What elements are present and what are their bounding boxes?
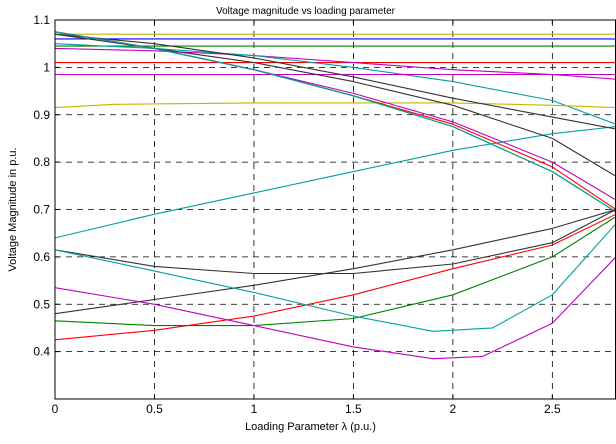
x-axis-label: Loading Parameter λ (p.u.) [245, 421, 376, 433]
chart-title: Voltage magnitude vs loading parameter [216, 6, 396, 17]
y-tick-label: 1.1 [33, 13, 50, 27]
x-tick-label: 1.5 [345, 402, 362, 416]
series-line-9 [54, 126, 616, 239]
grid [55, 20, 616, 399]
series-line-20 [54, 223, 616, 332]
y-tick-label: 0.9 [33, 108, 50, 122]
series-line-7 [54, 102, 616, 109]
ticks: 0 0.5 1 1.5 2 2.5 0.4 0.5 0.6 0.7 0.8 0.9 1 1.1 [33, 13, 561, 416]
series-line-18 [54, 213, 616, 341]
y-tick-label: 0.6 [33, 250, 50, 264]
y-tick-label: 0.7 [33, 203, 50, 217]
series-group [54, 31, 616, 360]
y-tick-label: 0.4 [33, 345, 50, 359]
x-tick-label: 1 [251, 402, 258, 416]
x-tick-label: 2.5 [544, 402, 561, 416]
series-line-11 [54, 33, 616, 130]
y-tick-label: 0.8 [33, 155, 50, 169]
y-axis-label: Voltage Magnitude in p.u. [7, 147, 19, 271]
series-line-16 [54, 209, 616, 275]
x-tick-label: 2 [450, 402, 457, 416]
series-line-21 [54, 256, 616, 360]
series-line-19 [54, 216, 616, 327]
y-tick-label: 1 [43, 60, 50, 74]
series-line-15 [54, 31, 616, 213]
x-tick-label: 0.5 [146, 402, 163, 416]
y-tick-label: 0.5 [33, 297, 50, 311]
x-tick-label: 0 [52, 402, 59, 416]
series-line-17 [54, 208, 616, 315]
